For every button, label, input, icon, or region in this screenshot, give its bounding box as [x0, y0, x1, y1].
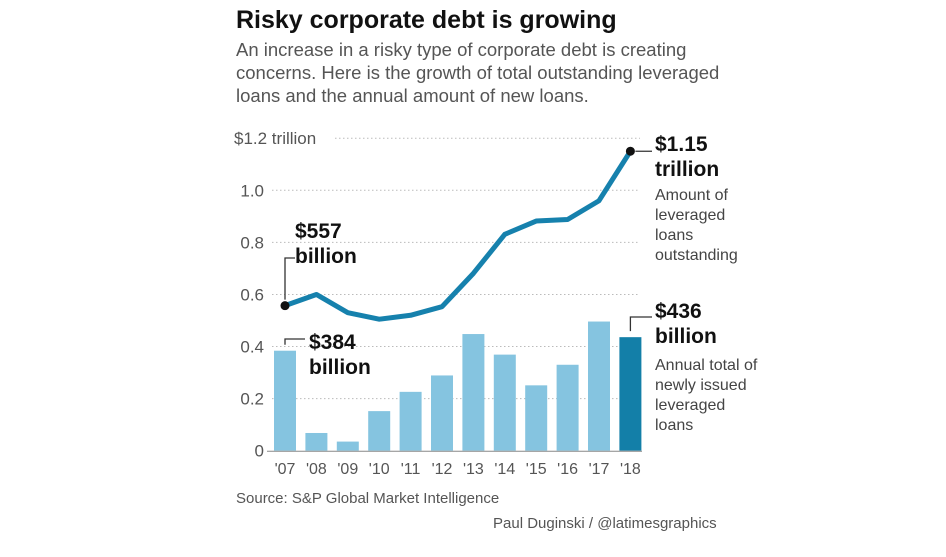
line-end-unit: trillion: [655, 158, 720, 181]
x-tick-label: '11: [401, 461, 421, 478]
line-end-annotation: $1.15 trillion: [655, 132, 719, 182]
chart-title: Risky corporate debt is growing: [236, 6, 617, 34]
y-tick-label: 0.4: [240, 338, 264, 357]
leader-line: [629, 316, 652, 332]
bar: [525, 385, 548, 451]
line-end-value: $1.15: [655, 133, 708, 156]
bar-series-label: Annual total of newly issued leveraged l…: [655, 357, 758, 434]
y-tick-label: 0.8: [240, 233, 264, 252]
y-tick-label: 0: [255, 442, 264, 461]
x-tick-label: '14: [494, 461, 515, 478]
y-tick-label: 1.0: [240, 181, 264, 200]
source-note: Source: S&P Global Market Intelligence: [236, 490, 500, 507]
line-end-point: [625, 146, 635, 156]
chart-subtitle: An increase in a risky type of corporate…: [236, 39, 720, 106]
bar: [493, 354, 516, 451]
leader-line: [284, 338, 305, 345]
x-tick-label: '15: [526, 461, 547, 478]
leader-line: [284, 257, 295, 300]
y-tick-label: 0.6: [240, 285, 264, 304]
x-tick-label: '16: [557, 461, 578, 478]
bar: [274, 350, 296, 451]
y-tick-label: 0.2: [240, 390, 264, 409]
bar: [462, 334, 485, 451]
bar-start-annotation: $384 billion: [309, 330, 371, 380]
bar: [368, 411, 391, 451]
x-tick-label: '08: [306, 461, 327, 478]
credit-note: Paul Duginski / @latimesgraphics: [493, 515, 717, 532]
line-start-point: [280, 301, 290, 311]
x-tick-label: '07: [275, 461, 296, 478]
line-series-label: Amount of leveraged loans outstanding: [655, 187, 738, 264]
bar: [588, 321, 610, 451]
line-start-annotation: $557 billion: [295, 219, 357, 269]
line-start-unit: billion: [295, 245, 357, 268]
line-series: [284, 149, 633, 322]
bar: [619, 337, 642, 451]
bar: [556, 364, 579, 451]
y-tick-label: $1.2 trillion: [234, 129, 316, 148]
bar: [336, 441, 359, 451]
bar-end-value: $436: [655, 300, 702, 323]
bar-start-value: $384: [309, 331, 356, 354]
x-tick-label: '09: [337, 461, 358, 478]
bar: [399, 391, 422, 451]
x-tick-label: '13: [463, 461, 484, 478]
x-tick-label: '17: [589, 461, 610, 478]
line-start-value: $557: [295, 220, 342, 243]
x-tick-label: '10: [369, 461, 390, 478]
bar-start-unit: billion: [309, 356, 371, 379]
bar: [431, 375, 453, 451]
bar: [305, 432, 328, 451]
x-tick-label: '18: [620, 461, 641, 478]
bar-end-unit: billion: [655, 325, 717, 348]
bar-end-annotation: $436 billion: [655, 299, 717, 349]
x-tick-label: '12: [432, 461, 453, 478]
